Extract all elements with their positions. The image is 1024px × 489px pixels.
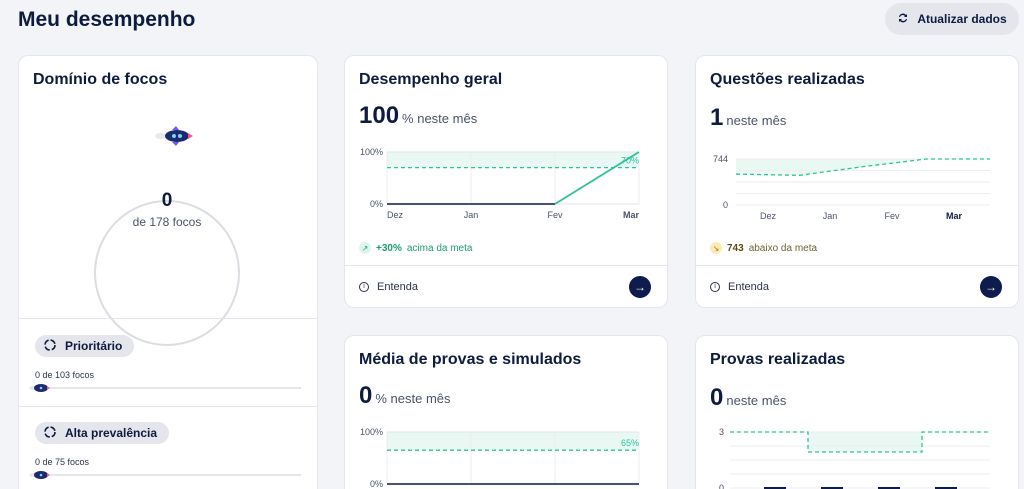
target-band: [387, 152, 639, 168]
info-icon: i: [710, 281, 720, 292]
x-tick-label: Fev: [547, 210, 563, 220]
refresh-label: Atualizar dados: [917, 12, 1007, 26]
unit: neste mês: [726, 393, 787, 408]
focus-item-prioritario[interactable]: Prioritário: [35, 335, 135, 357]
questions-chart: 744 0 Dez Jan Fev Mar: [713, 154, 990, 221]
footer-label: Entenda: [728, 280, 769, 293]
y-tick-label: 0: [723, 200, 728, 210]
x-tick-label: Mar: [946, 211, 963, 221]
focus-item-progress-label: 0 de 75 focos: [35, 457, 90, 467]
progress-ring-icon: [43, 338, 57, 355]
focus-card-title: Domínio de focos: [33, 71, 168, 88]
arrow-right-icon[interactable]: →: [980, 275, 1002, 298]
overall-performance-chart: 70% 100% 0% Dez Jan Fev Mar: [360, 147, 640, 220]
card-footer[interactable]: i Entenda →: [345, 265, 667, 307]
big-value: 0% neste mês: [359, 382, 451, 410]
footer-label: Entenda: [377, 280, 418, 293]
focus-card: Domínio de focos 0 de 178 focos Prioritá…: [18, 55, 318, 489]
x-tick-label: Dez: [387, 210, 404, 220]
meta-status: ↗ +30% acima da meta: [359, 242, 472, 254]
value: 1: [710, 104, 724, 131]
exam-average-card: Média de provas e simulados 0% neste mês…: [344, 335, 668, 489]
bar: [821, 487, 843, 489]
target-label: 70%: [621, 156, 639, 166]
bar: [935, 487, 957, 489]
y-tick-label: 100%: [360, 427, 383, 437]
focus-count: 0: [161, 190, 173, 211]
target-line: [735, 158, 990, 176]
meta-status: ↘ 743 abaixo da meta: [710, 242, 817, 254]
focus-item-label: Alta prevalência: [65, 426, 158, 440]
refresh-button[interactable]: Atualizar dados: [885, 3, 1019, 35]
y-tick-label: 744: [713, 154, 728, 164]
focus-item-alta-prevalencia[interactable]: Alta prevalência: [35, 422, 170, 444]
trend-down-icon: ↘: [710, 242, 722, 254]
target-band: [387, 432, 639, 451]
meta-value: +30%: [376, 242, 402, 254]
progress-ring-icon: [43, 425, 57, 442]
card-title: Provas realizadas: [710, 351, 846, 368]
big-value: 0 neste mês: [710, 384, 786, 412]
unit: neste mês: [726, 113, 787, 128]
value: 100: [359, 102, 400, 129]
rocket-icon: [29, 468, 51, 487]
x-tick-label: Jan: [464, 210, 479, 220]
trend-up-icon: ↗: [359, 242, 371, 254]
meta-text: acima da meta: [406, 242, 473, 254]
big-value: 1 neste mês: [710, 104, 786, 132]
target-band: [808, 432, 922, 452]
target-band: [736, 159, 990, 176]
value: 0: [710, 384, 724, 411]
divider: [19, 318, 317, 319]
x-tick-label: Dez: [760, 211, 777, 221]
value: 0: [359, 382, 373, 409]
card-footer[interactable]: i Entenda →: [696, 265, 1018, 307]
bar: [764, 487, 786, 489]
divider: [19, 406, 317, 407]
focus-total-label: de 178 focos: [132, 215, 202, 229]
y-tick-label: 0: [719, 483, 724, 489]
y-tick-label: 0%: [370, 199, 383, 209]
info-icon: i: [359, 281, 369, 292]
series-line-up: [554, 151, 640, 205]
target-line: [730, 431, 990, 453]
arrow-right-icon[interactable]: →: [629, 275, 651, 298]
meta-text: abaixo da meta: [748, 242, 818, 254]
unit: % neste mês: [375, 391, 451, 406]
rocket-icon: [155, 124, 195, 153]
focus-item-progress-label: 0 de 103 focos: [35, 370, 95, 380]
focus-item-progress-track: [33, 387, 301, 389]
x-tick-label: Fev: [884, 211, 900, 221]
overall-performance-card: Desempenho geral 100% neste mês 70% 100% 0…: [344, 55, 668, 308]
y-tick-label: 0%: [370, 479, 383, 489]
y-tick-label: 3: [719, 427, 724, 437]
focus-ring: [94, 200, 240, 346]
questions-card: Questões realizadas 1 neste mês 744 0 Dez Ja…: [695, 55, 1019, 308]
bar: [878, 487, 900, 489]
card-title: Média de provas e simulados: [359, 351, 582, 368]
page-title: Meu desempenho: [18, 8, 196, 31]
big-value: 100% neste mês: [359, 102, 477, 130]
unit: % neste mês: [402, 111, 478, 126]
refresh-icon: [897, 12, 909, 27]
exam-average-chart: 65% 100% 0%: [360, 427, 640, 489]
exams-done-chart: 30: [719, 427, 990, 489]
target-label: 65%: [621, 438, 639, 448]
card-title: Desempenho geral: [359, 71, 503, 88]
focus-item-label: Prioritário: [65, 339, 123, 353]
meta-value: 743: [727, 242, 744, 254]
x-tick-label: Jan: [823, 211, 838, 221]
card-title: Questões realizadas: [710, 71, 865, 88]
y-tick-label: 100%: [360, 147, 383, 157]
rocket-icon: [29, 381, 51, 400]
x-tick-label: Mar: [623, 210, 640, 220]
focus-item-progress-track: [33, 474, 301, 476]
